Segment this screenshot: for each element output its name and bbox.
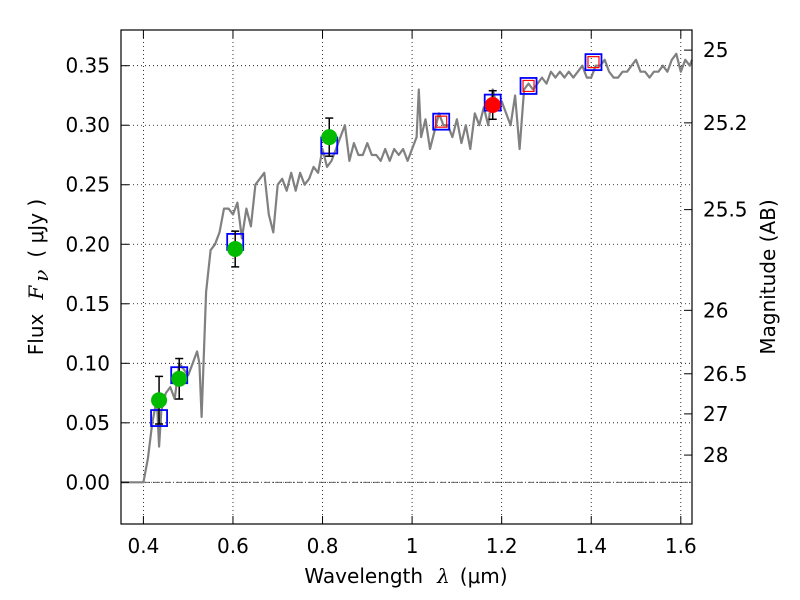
y-tick-label: 0.15 [65,292,110,316]
red-square-marker [522,79,535,93]
spectrum-line [121,52,694,484]
green-point-marker [151,392,168,409]
y-tick-label: 0.30 [65,113,110,137]
y-tick-label: 0.00 [65,470,110,494]
y-axis-title: Flux F ν ( μJy ) [24,199,53,355]
right-tick-label: 25.2 [703,111,748,135]
model-square-marker [519,77,538,95]
x-tick-label: 1.4 [575,534,607,558]
red-square-marker [587,56,600,69]
y-tick-label: 0.35 [65,54,110,78]
y-tick-label: 0.20 [65,232,110,256]
right-tick-label: 27 [703,402,728,426]
model-square-marker [432,112,451,131]
red-point-marker [484,96,501,113]
right-axis-title: Magnitude (AB) [756,199,780,354]
x-tick-label: 1.6 [665,534,697,558]
spectrum-series [121,52,694,484]
plot-frame [120,29,693,525]
axis-ticks [121,30,692,524]
green-point-marker [321,129,338,146]
right-tick-label: 28 [703,443,728,467]
y-tick-label: 0.25 [65,173,110,197]
y-tick-label: 0.10 [65,351,110,375]
right-tick-label: 25.5 [703,198,748,222]
right-tick-labels: 25 25.2 25.5 26 26.5 27 28 [703,38,748,467]
model-square-marker [584,53,603,72]
x-axis-title: Wavelength λ (μm) [304,564,507,588]
x-tick-label: 0.8 [307,534,339,558]
right-tick-label: 26.5 [703,362,748,386]
data-markers [150,53,603,427]
red-square-marker [435,115,448,128]
x-tick-label: 0.6 [217,534,249,558]
x-tick-labels: 0.4 0.6 0.8 1 1.2 1.4 1.6 [127,534,696,558]
x-tick-label: 1.2 [486,534,518,558]
y-tick-labels: 0.00 0.05 0.10 0.15 0.20 0.25 0.30 0.35 [65,54,110,495]
x-tick-label: 1 [406,534,419,558]
right-tick-label: 26 [703,298,728,322]
right-tick-label: 25 [703,38,728,62]
green-point-marker [171,370,188,387]
green-point-marker [227,241,244,258]
y-tick-label: 0.05 [65,411,110,435]
x-tick-label: 0.4 [127,534,159,558]
